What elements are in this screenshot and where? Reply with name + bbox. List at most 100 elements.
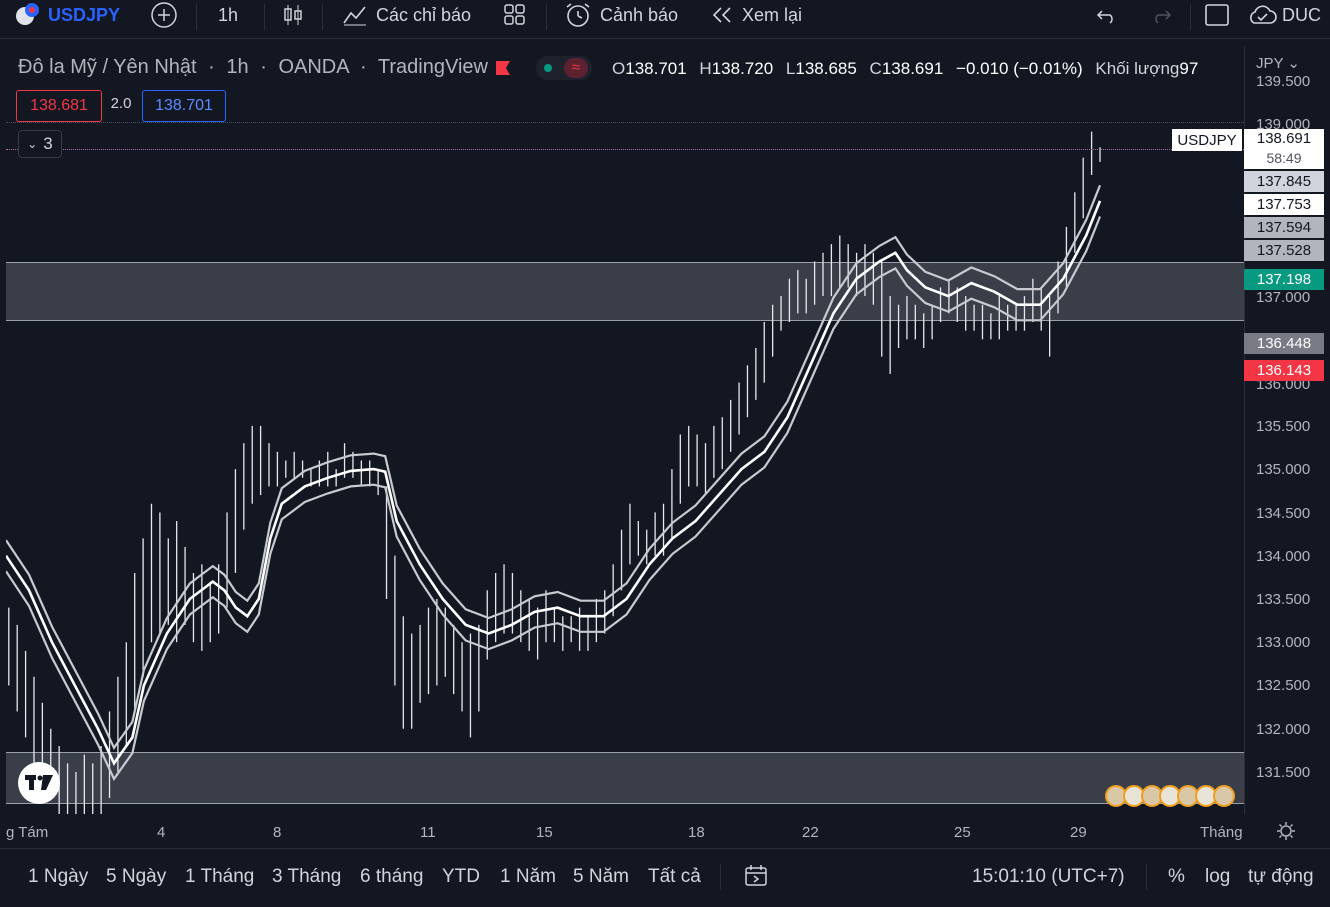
buy-price: 138.701	[155, 97, 213, 114]
open-value: 138.701	[625, 59, 687, 78]
ema-tag: 137.753	[1244, 194, 1324, 215]
time-tick: 22	[802, 824, 819, 841]
range-5y-button[interactable]: 5 Năm	[573, 866, 629, 887]
volume-label: Khối lượng	[1095, 59, 1180, 78]
range-all-button[interactable]: Tất cả	[648, 866, 701, 887]
chart-legend-title[interactable]: Đô la Mỹ / Yên Nhật · 1h · OANDA · Tradi…	[18, 56, 488, 79]
price-tick: 139.500	[1256, 73, 1311, 90]
fullscreen-button[interactable]	[1204, 0, 1230, 30]
range-3m-button[interactable]: 3 Tháng	[272, 866, 342, 887]
ema-tag: 137.594	[1244, 217, 1324, 238]
close-value: 138.691	[881, 59, 944, 78]
range-ytd-button[interactable]: YTD	[442, 866, 480, 887]
replay-button[interactable]: Xem lại	[710, 0, 802, 30]
calendar-arrow-icon	[745, 865, 767, 886]
gear-icon	[1277, 822, 1295, 840]
alerts-button[interactable]: Cảnh báo	[564, 0, 678, 30]
save-cloud-button[interactable]: DUC	[1246, 0, 1321, 30]
compare-button[interactable]	[150, 0, 178, 30]
chart-type-button[interactable]	[282, 0, 304, 30]
divider	[322, 4, 323, 30]
percent-toggle[interactable]: %	[1168, 866, 1185, 887]
price-tick: 134.000	[1256, 548, 1311, 565]
goto-date-button[interactable]	[744, 864, 770, 893]
timezone-button[interactable]: 15:01:10 (UTC+7)	[972, 866, 1125, 887]
indicators-icon	[343, 6, 366, 26]
range-5d-button[interactable]: 5 Ngày	[106, 866, 167, 887]
currency-label: JPY	[1256, 55, 1284, 72]
resistance-zone[interactable]	[6, 262, 1244, 321]
grid-icon	[504, 4, 525, 25]
axis-settings-button[interactable]	[1276, 821, 1296, 846]
price-tick: 133.500	[1256, 591, 1311, 608]
grid-line	[6, 122, 1244, 123]
currency-selector[interactable]: JPY ⌄	[1256, 54, 1300, 72]
ema-band-upper	[6, 184, 1102, 750]
redo-button[interactable]	[1150, 0, 1172, 30]
top-toolbar: USDJPY 1h Các chỉ báo Cảnh báo Xem lại D…	[0, 0, 1330, 39]
time-tick: 18	[688, 824, 705, 841]
plus-circle-icon	[151, 2, 177, 28]
time-tick: 25	[954, 824, 971, 841]
market-status-toggle[interactable]: ≈	[536, 56, 592, 80]
chevron-down-icon: ⌄	[27, 137, 38, 151]
symbol-price-label: USDJPY	[1172, 129, 1242, 151]
volume-value: 97	[1179, 59, 1199, 78]
interval-label: 1h	[218, 4, 239, 25]
time-tick: 29	[1070, 824, 1087, 841]
sell-button[interactable]: 138.681	[16, 90, 102, 122]
ema-tag: 137.528	[1244, 240, 1324, 261]
price-tick: 135.000	[1256, 461, 1311, 478]
chart-pane[interactable]	[6, 46, 1244, 814]
indicators-label: Các chỉ báo	[376, 4, 472, 25]
spread-value: 2.0	[110, 95, 132, 112]
time-tick: g Tám	[6, 824, 49, 841]
time-tick: 4	[157, 824, 166, 841]
indicators-collapse-button[interactable]: ⌄ 3	[18, 130, 62, 158]
alarm-clock-icon	[566, 3, 590, 27]
time-tick: Tháng	[1200, 824, 1243, 841]
change-value: −0.010 (−0.01%)	[956, 59, 1083, 78]
indicators-button[interactable]: Các chỉ báo	[342, 0, 471, 30]
log-toggle[interactable]: log	[1205, 866, 1231, 887]
price-tick: 133.000	[1256, 634, 1311, 651]
support-zone[interactable]	[6, 752, 1244, 804]
range-1y-button[interactable]: 1 Năm	[500, 866, 556, 887]
interval-button[interactable]: 1h	[218, 0, 238, 30]
legend-separator: ·	[360, 56, 367, 78]
symbol-search[interactable]: USDJPY	[14, 0, 120, 30]
range-1d-button[interactable]: 1 Ngày	[28, 866, 89, 887]
chevron-down-icon: ⌄	[1283, 55, 1300, 72]
auto-scale-toggle[interactable]: tự động	[1248, 866, 1314, 887]
price-tick: 131.500	[1256, 764, 1311, 781]
time-tick: 11	[420, 824, 436, 841]
range-6m-button[interactable]: 6 tháng	[360, 866, 424, 887]
divider	[1190, 4, 1191, 30]
tradingview-logo[interactable]	[18, 762, 60, 804]
divider	[720, 864, 721, 890]
range-1m-button[interactable]: 1 Tháng	[185, 866, 255, 887]
alert-price-tag: 136.143	[1244, 360, 1324, 381]
divider	[264, 4, 265, 30]
alerts-label: Cảnh báo	[600, 4, 679, 25]
close-label: C	[869, 59, 882, 78]
undo-button[interactable]	[1096, 0, 1118, 30]
price-chart[interactable]	[6, 46, 1244, 814]
symbol-description: Đô la Mỹ / Yên Nhật	[18, 56, 197, 78]
price-tick: 139.000	[1256, 116, 1311, 133]
bar-countdown: 58:49	[1266, 150, 1302, 166]
event-flag-icon[interactable]	[1213, 785, 1235, 807]
divider	[546, 4, 547, 30]
layouts-button[interactable]	[503, 0, 527, 30]
user-label: DUC	[1282, 4, 1321, 25]
indicator-count: 3	[43, 134, 53, 153]
price-tick: 135.500	[1256, 418, 1311, 435]
event-flags-icon	[1105, 785, 1235, 807]
economic-events[interactable]	[1104, 784, 1244, 808]
price-tick: 137.000	[1256, 289, 1311, 306]
flag-icon[interactable]	[494, 59, 512, 77]
buy-button[interactable]: 138.701	[142, 90, 226, 122]
zone-bottom-tag: 136.448	[1244, 333, 1324, 354]
legend-separator: ·	[260, 56, 267, 78]
zone-top-tag: 137.198	[1244, 269, 1324, 290]
